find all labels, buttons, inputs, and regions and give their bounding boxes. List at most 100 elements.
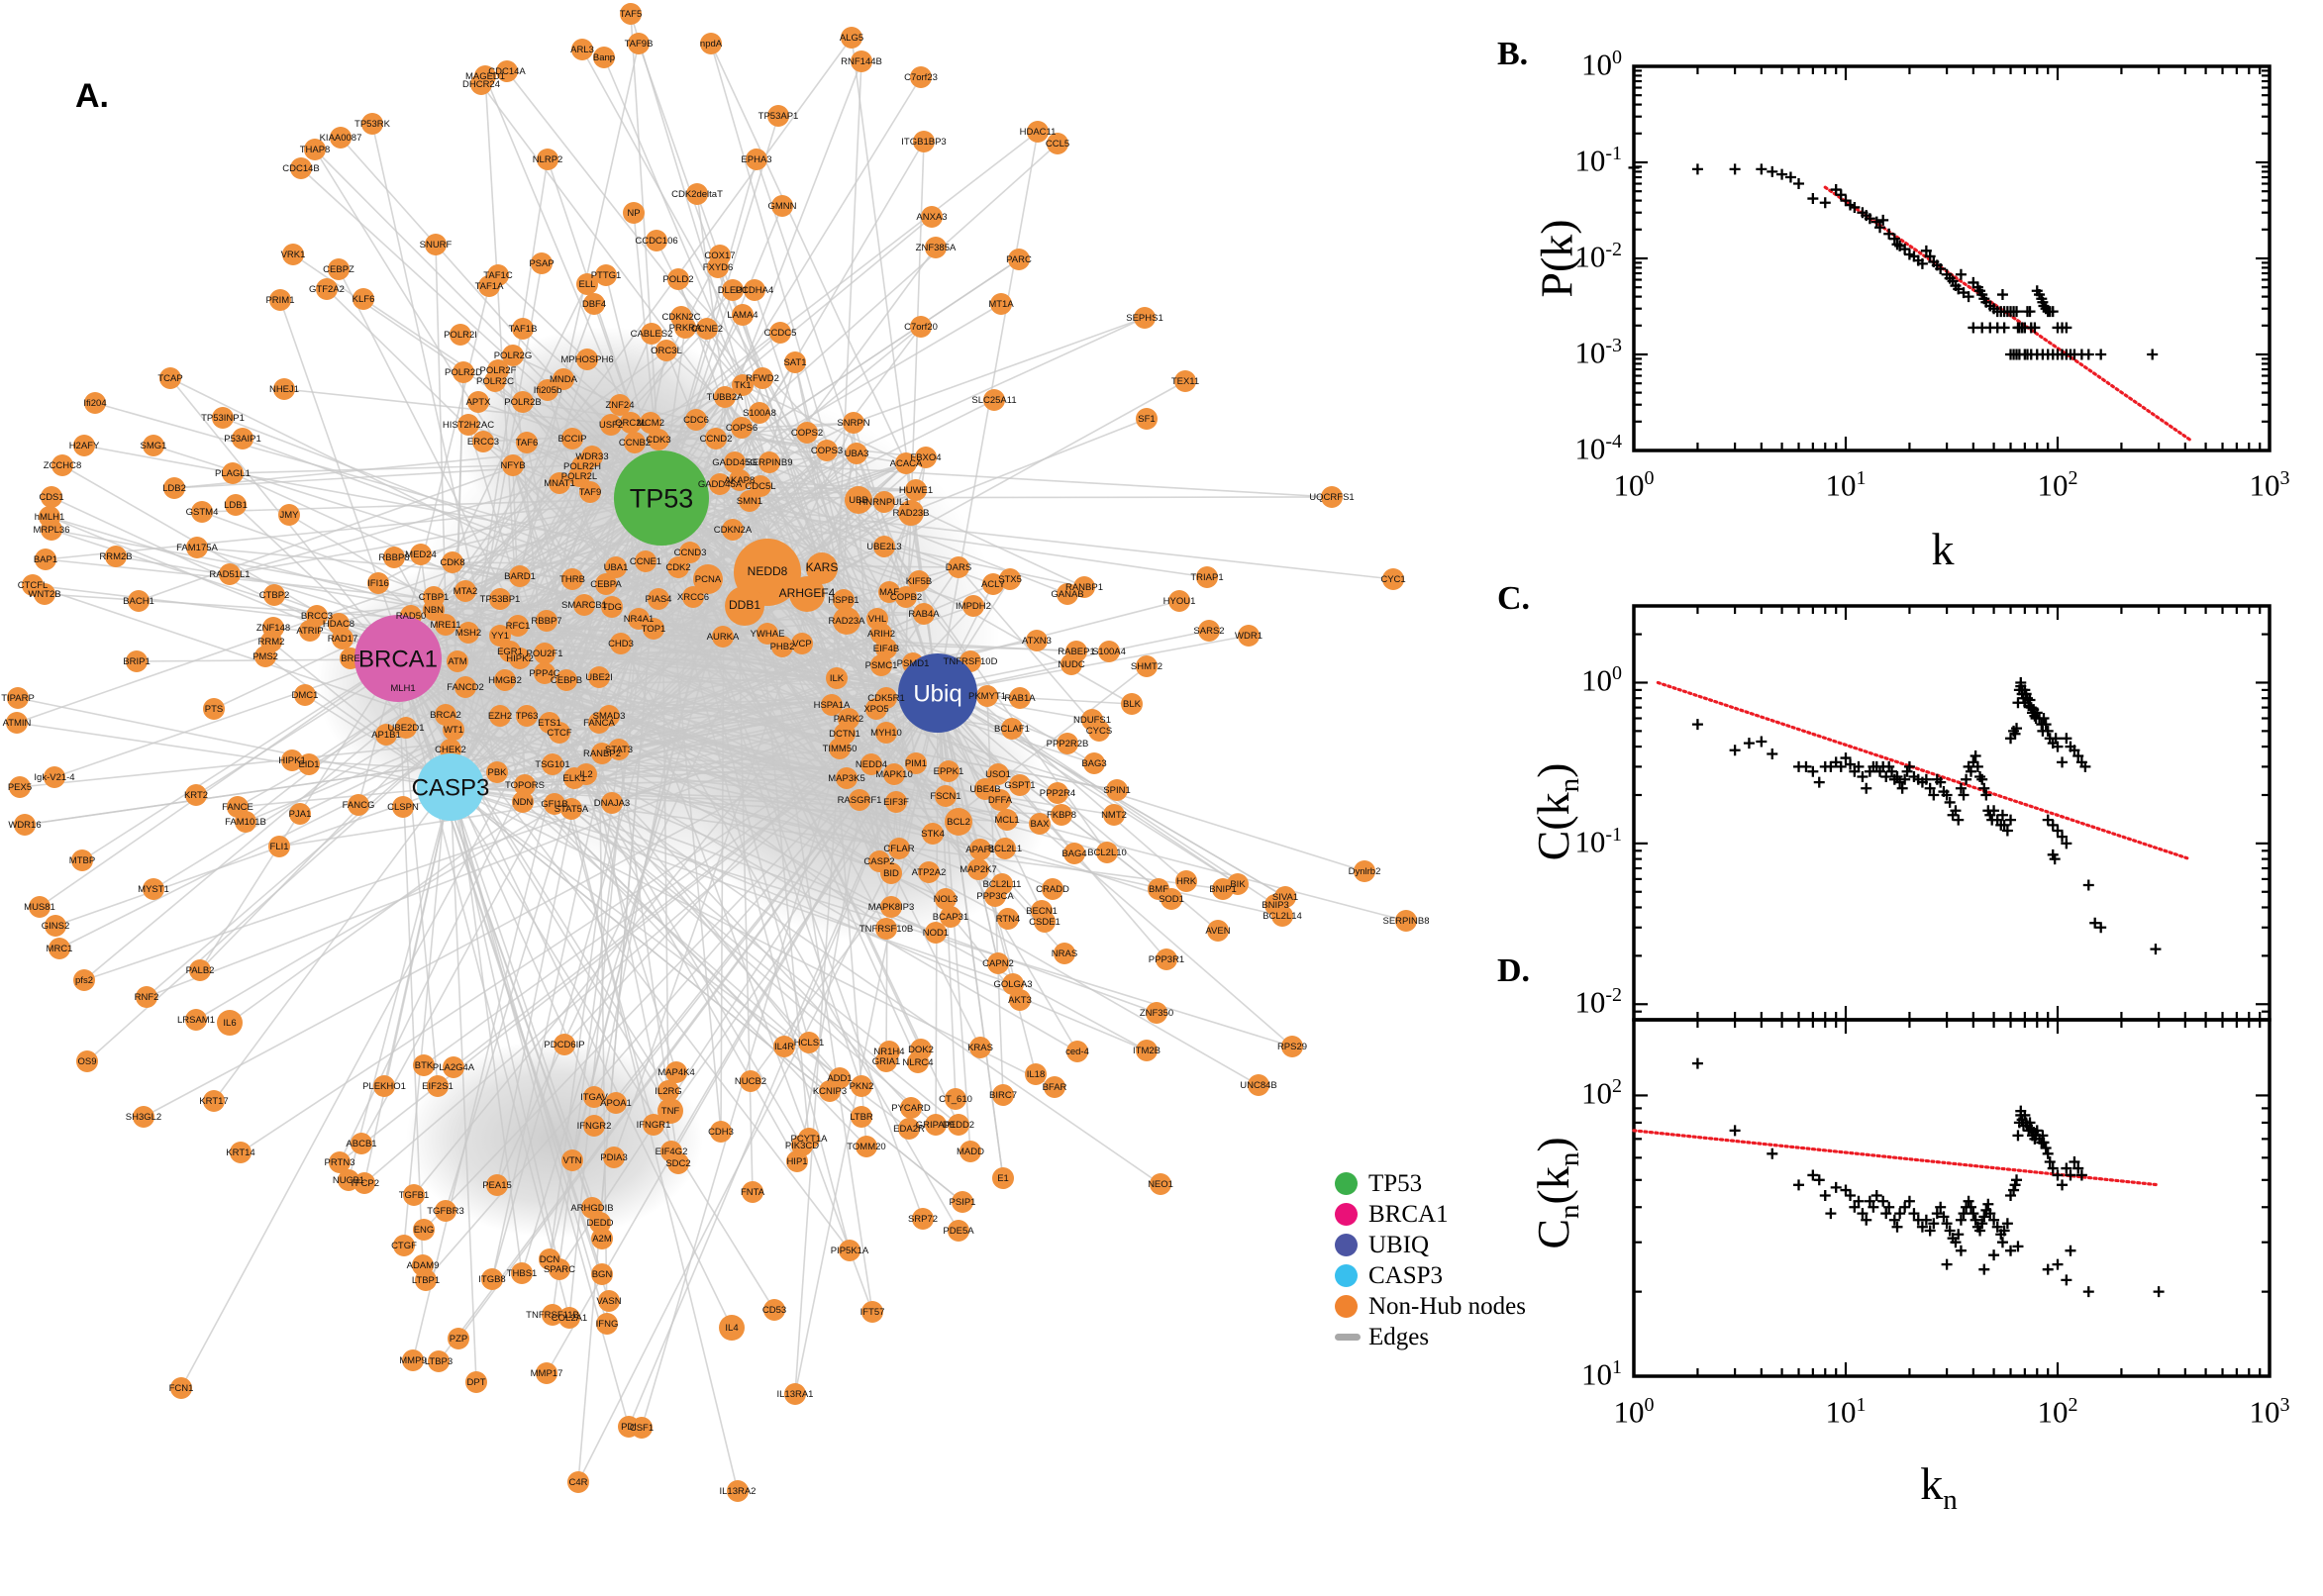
- network-node[interactable]: [885, 791, 907, 813]
- network-node[interactable]: [648, 429, 669, 450]
- network-node[interactable]: [556, 669, 577, 691]
- network-node[interactable]: [740, 1070, 761, 1092]
- network-node[interactable]: [1196, 566, 1218, 588]
- network-node[interactable]: [635, 550, 656, 572]
- network-node[interactable]: [900, 1097, 922, 1119]
- network-node[interactable]: [898, 1118, 920, 1140]
- network-node[interactable]: [860, 753, 882, 775]
- network-node[interactable]: [126, 650, 148, 672]
- network-node[interactable]: [620, 412, 642, 434]
- network-node[interactable]: [693, 564, 723, 594]
- network-node[interactable]: [41, 486, 62, 508]
- network-node[interactable]: [413, 1219, 435, 1241]
- network-node[interactable]: [865, 698, 887, 720]
- network-node[interactable]: [450, 324, 471, 346]
- network-node[interactable]: [724, 451, 746, 473]
- network-node[interactable]: [1098, 641, 1120, 662]
- network-node[interactable]: [908, 570, 930, 592]
- network-node[interactable]: [1168, 590, 1190, 612]
- network-node[interactable]: [191, 501, 213, 523]
- network-node[interactable]: [470, 73, 492, 95]
- network-node[interactable]: [481, 1268, 503, 1290]
- network-node[interactable]: [648, 588, 669, 610]
- network-node[interactable]: [561, 1149, 583, 1171]
- network-node[interactable]: [798, 1032, 820, 1053]
- network-node[interactable]: [605, 1092, 627, 1114]
- network-node[interactable]: [667, 556, 689, 578]
- network-node[interactable]: [589, 1212, 611, 1234]
- network-node[interactable]: [784, 351, 806, 373]
- network-node[interactable]: [423, 599, 445, 621]
- network-node[interactable]: [1060, 653, 1082, 675]
- network-node[interactable]: [935, 888, 957, 910]
- network-node[interactable]: [1054, 943, 1075, 964]
- network-node[interactable]: [273, 378, 295, 400]
- network-node[interactable]: [531, 252, 553, 274]
- network-node[interactable]: [1066, 1041, 1088, 1062]
- network-node[interactable]: [511, 1262, 533, 1284]
- network-node[interactable]: [686, 183, 708, 205]
- network-node[interactable]: [791, 633, 813, 654]
- network-node[interactable]: [925, 922, 947, 944]
- network-node[interactable]: [544, 793, 565, 815]
- network-node[interactable]: [254, 646, 276, 667]
- network-node[interactable]: [907, 1051, 929, 1073]
- network-node[interactable]: [665, 1061, 687, 1083]
- network-node[interactable]: [833, 589, 855, 611]
- network-node[interactable]: [910, 316, 932, 338]
- network-node[interactable]: [938, 760, 960, 782]
- network-node[interactable]: [561, 428, 583, 449]
- network-node[interactable]: [767, 105, 789, 127]
- network-node[interactable]: [1248, 1074, 1269, 1096]
- network-node[interactable]: [667, 268, 689, 290]
- network-node[interactable]: [588, 666, 610, 688]
- network-node[interactable]: [269, 289, 291, 311]
- network-node[interactable]: [163, 477, 185, 499]
- network-node[interactable]: [806, 552, 838, 584]
- network-node[interactable]: [1395, 910, 1417, 932]
- network-node[interactable]: [609, 394, 631, 416]
- network-node[interactable]: [447, 650, 468, 672]
- network-node[interactable]: [1026, 630, 1048, 651]
- network-node[interactable]: [351, 1133, 372, 1154]
- network-node[interactable]: [583, 1086, 605, 1108]
- network-node[interactable]: [1382, 568, 1404, 590]
- network-node[interactable]: [841, 27, 862, 49]
- network-node[interactable]: [880, 862, 902, 884]
- network-node[interactable]: [537, 149, 558, 170]
- network-node[interactable]: [913, 131, 935, 152]
- network-node[interactable]: [839, 1240, 860, 1261]
- network-node[interactable]: [875, 918, 897, 940]
- network-node[interactable]: [185, 784, 207, 806]
- network-node[interactable]: [836, 767, 858, 789]
- network-node[interactable]: [143, 878, 164, 900]
- network-node[interactable]: [997, 908, 1019, 930]
- network-node[interactable]: [657, 1080, 679, 1102]
- network-node[interactable]: [509, 648, 531, 669]
- network-node[interactable]: [73, 435, 95, 456]
- network-node[interactable]: [49, 938, 70, 959]
- network-node[interactable]: [554, 1034, 575, 1055]
- network-node[interactable]: [640, 412, 661, 434]
- network-node[interactable]: [576, 273, 598, 295]
- network-node[interactable]: [905, 752, 927, 774]
- network-node[interactable]: [230, 1142, 252, 1163]
- network-node[interactable]: [913, 603, 935, 625]
- network-node[interactable]: [561, 568, 583, 590]
- network-node[interactable]: [576, 349, 598, 370]
- network-node[interactable]: [534, 643, 556, 664]
- network-node[interactable]: [873, 536, 895, 557]
- network-node[interactable]: [601, 596, 623, 618]
- network-node[interactable]: [752, 367, 773, 389]
- network-node[interactable]: [910, 66, 932, 88]
- network-node[interactable]: [1057, 733, 1078, 754]
- network-node[interactable]: [821, 694, 843, 716]
- network-node[interactable]: [186, 537, 208, 558]
- network-node[interactable]: [989, 789, 1011, 811]
- network-node[interactable]: [990, 293, 1012, 315]
- network-node[interactable]: [912, 1208, 934, 1230]
- network-node[interactable]: [631, 1417, 653, 1439]
- network-node[interactable]: [486, 761, 508, 783]
- network-node[interactable]: [829, 738, 851, 759]
- network-node[interactable]: [915, 447, 937, 468]
